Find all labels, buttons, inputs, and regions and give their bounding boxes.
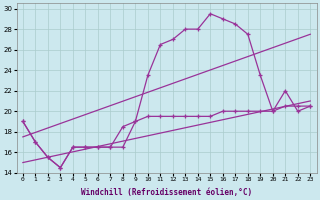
X-axis label: Windchill (Refroidissement éolien,°C): Windchill (Refroidissement éolien,°C) — [81, 188, 252, 197]
